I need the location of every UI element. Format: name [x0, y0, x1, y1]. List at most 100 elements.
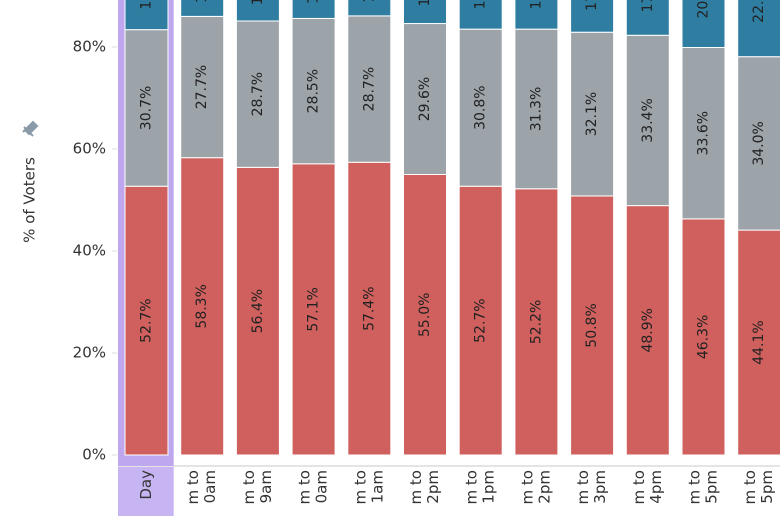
data-label: 13.9%	[361, 0, 377, 3]
x-tick-label: m to	[184, 470, 202, 504]
bar-segment	[458, 185, 503, 456]
bar-segment	[347, 0, 392, 17]
data-label: 48.9%	[640, 308, 656, 352]
x-tick-label: 1am	[368, 470, 386, 503]
bar-segment	[235, 0, 280, 22]
y-tick-label: 20%	[73, 344, 106, 362]
x-tick-label: 0am	[201, 470, 219, 503]
data-label: 17.1%	[584, 0, 600, 11]
x-tick-label: 1pm	[480, 470, 498, 504]
x-tick-label: m to	[351, 470, 369, 504]
data-label: 22.0%	[751, 0, 767, 23]
x-tick-label: m to	[630, 470, 648, 504]
data-label: 29.6%	[417, 77, 433, 121]
bar-segment	[403, 174, 447, 456]
data-label: 33.4%	[640, 98, 656, 142]
data-label: 32.1%	[584, 92, 600, 136]
data-label: 31.3%	[528, 87, 544, 131]
data-label: 46.3%	[696, 315, 712, 359]
data-label: 17.7%	[640, 0, 656, 12]
data-label: 30.7%	[139, 86, 155, 130]
data-label: 16.5%	[473, 0, 489, 9]
data-label: 27.7%	[194, 65, 210, 109]
bar-segment	[625, 0, 670, 36]
selection-label-bg	[118, 467, 174, 516]
bar-segment	[570, 195, 615, 456]
x-tick-label: m to	[518, 470, 536, 504]
bar-segment	[180, 157, 225, 456]
x-tick-label: m to	[296, 470, 314, 504]
pin-icon[interactable]	[22, 120, 39, 137]
bar-segment	[124, 185, 169, 456]
data-label: 50.8%	[584, 303, 600, 347]
data-label: 52.7%	[473, 298, 489, 342]
x-tick-label: m to	[574, 470, 592, 504]
data-label: 52.7%	[139, 298, 155, 342]
bar-segment	[681, 47, 726, 220]
bar-segment	[291, 163, 336, 456]
data-label: 15.4%	[417, 0, 433, 7]
data-label: 16.6%	[139, 0, 155, 10]
bar-segment	[403, 23, 447, 176]
x-tick-label: 0am	[313, 470, 331, 503]
data-label: 34.0%	[751, 121, 767, 165]
data-label: 58.3%	[194, 284, 210, 328]
bar-segment	[737, 0, 780, 58]
x-tick-label: 5pm	[758, 470, 776, 504]
bar-segment	[180, 15, 225, 159]
bar-segment	[291, 0, 336, 19]
y-axis-label: % of Voters	[21, 157, 39, 243]
data-label: 14.4%	[306, 0, 322, 4]
bar-segment	[180, 0, 225, 17]
bar-segment	[625, 205, 670, 456]
bar-segment	[458, 0, 503, 30]
x-tick-label: m to	[686, 470, 704, 504]
data-label: 55.0%	[417, 293, 433, 337]
y-tick-label: 40%	[73, 242, 106, 260]
data-label: 28.7%	[361, 67, 377, 111]
bar-segment	[403, 0, 447, 25]
data-label: 30.8%	[473, 85, 489, 129]
x-tick-label: 5pm	[703, 470, 721, 504]
data-label: 33.6%	[696, 111, 712, 155]
x-tick-label: 3pm	[591, 470, 609, 504]
data-label: 28.5%	[306, 69, 322, 113]
data-label: 20.1%	[696, 0, 712, 18]
bar-segment	[235, 20, 280, 168]
bar-segment	[514, 188, 559, 456]
x-tick-label: m to	[407, 470, 425, 504]
bar-segment	[681, 0, 726, 49]
bar-segment	[347, 161, 392, 456]
bar-segment	[458, 28, 503, 187]
data-label: 14.9%	[250, 0, 266, 5]
bar-segment	[514, 28, 559, 190]
data-label: 16.5%	[528, 0, 544, 9]
y-tick-label: 80%	[73, 38, 106, 56]
data-label: 57.4%	[361, 286, 377, 330]
data-label: 44.1%	[751, 320, 767, 364]
data-label: 56.4%	[250, 289, 266, 333]
x-tick-label: Day	[137, 470, 155, 500]
data-label: 28.7%	[250, 72, 266, 116]
x-tick-label: 2pm	[535, 470, 553, 504]
x-tick-label: m to	[741, 470, 759, 504]
data-label: 14.0%	[194, 0, 210, 3]
bar-segment	[625, 34, 670, 207]
x-tick-label: 4pm	[647, 470, 665, 504]
x-tick-label: m to	[240, 470, 258, 504]
x-tick-label: m to	[463, 470, 481, 504]
bar-segment	[514, 0, 559, 30]
bar-segment	[124, 0, 169, 31]
bar-segment	[737, 56, 780, 231]
y-tick-label: 0%	[82, 446, 106, 464]
bar-segment	[291, 17, 336, 165]
data-label: 52.2%	[528, 300, 544, 344]
y-tick-label: 60%	[73, 140, 106, 158]
x-tick-label: 2pm	[424, 470, 442, 504]
bar-segment	[235, 166, 280, 456]
x-tick-label: 9am	[257, 470, 275, 503]
data-label: 57.1%	[306, 287, 322, 331]
bar-segment	[570, 0, 615, 33]
